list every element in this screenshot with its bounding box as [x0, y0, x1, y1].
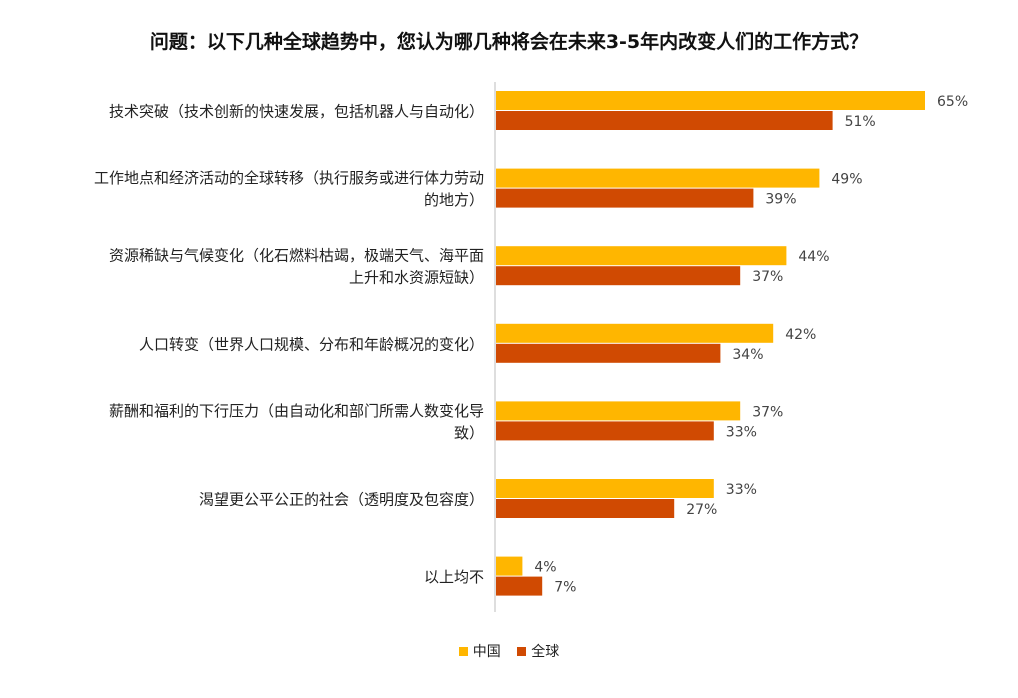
value-label-china-6: 4%	[534, 560, 556, 576]
value-label-china-1: 49%	[831, 172, 862, 188]
legend-label-global: 全球	[531, 644, 560, 660]
category-label-4-line-1: 致）	[454, 424, 484, 442]
bar-global-5	[496, 499, 675, 518]
category-label-1-line-0: 工作地点和经济活动的全球转移（执行服务或进行体力劳动	[94, 169, 484, 187]
bar-china-4	[496, 401, 741, 421]
bar-china-1	[496, 168, 820, 188]
bar-china-6	[496, 556, 523, 576]
value-label-global-2: 37%	[752, 269, 783, 285]
bar-chart: 65% 51% 技术突破（技术创新的快速发展，包括机器人与自动化） 49% 39% 工作地…	[94, 82, 968, 612]
category-label-5-line-0: 渴望更公平公正的社会（透明度及包容度）	[199, 491, 484, 509]
category-label-1-line-1: 的地方）	[424, 191, 484, 209]
category-label-0-line-0: 技术突破（技术创新的快速发展，包括机器人与自动化）	[109, 103, 484, 121]
chart-title: 问题：以下几种全球趋势中，您认为哪几种将会在未来3-5年内改变人们的工作方式？	[149, 31, 869, 53]
legend: 中国 全球	[0, 641, 1018, 661]
value-label-china-3: 42%	[785, 327, 816, 343]
value-label-global-0: 51%	[845, 114, 876, 130]
value-label-global-6: 7%	[554, 580, 576, 596]
bars-group	[496, 91, 925, 596]
category-label-4-line-0: 薪酬和福利的下行压力（由自动化和部门所需人数变化导	[109, 402, 484, 420]
bar-china-3	[496, 323, 774, 343]
value-label-china-0: 65%	[937, 94, 968, 110]
legend-item-china: 中国	[458, 641, 501, 661]
legend-item-global: 全球	[517, 641, 559, 661]
legend-swatch-china	[458, 646, 468, 656]
bar-global-4	[496, 421, 714, 441]
value-label-china-5: 33%	[726, 482, 757, 498]
bar-china-0	[496, 91, 925, 110]
legend-label-china: 中国	[472, 644, 501, 660]
category-label-6-line-0: 以上均不	[424, 568, 484, 586]
bar-global-3	[496, 343, 721, 363]
bar-global-6	[496, 576, 543, 596]
labels-group: 65% 51% 技术突破（技术创新的快速发展，包括机器人与自动化） 49% 39% 工作地…	[94, 94, 968, 596]
value-label-global-3: 34%	[732, 347, 763, 363]
bar-global-2	[496, 266, 741, 286]
legend-swatch-global	[517, 646, 527, 656]
category-label-2-line-1: 上升和水资源短缺）	[349, 269, 484, 287]
value-label-global-4: 33%	[726, 424, 757, 440]
bar-global-1	[496, 188, 754, 208]
value-label-global-5: 27%	[686, 502, 717, 518]
bar-china-2	[496, 246, 787, 266]
value-label-china-4: 37%	[752, 404, 783, 420]
value-label-global-1: 39%	[765, 192, 796, 208]
bar-global-0	[496, 111, 833, 130]
category-label-3-line-0: 人口转变（世界人口规模、分布和年龄概况的变化）	[139, 335, 484, 353]
bar-china-5	[496, 479, 714, 498]
category-label-2-line-0: 资源稀缺与气候变化（化石燃料枯竭，极端天气、海平面	[109, 247, 484, 265]
value-label-china-2: 44%	[798, 249, 829, 265]
